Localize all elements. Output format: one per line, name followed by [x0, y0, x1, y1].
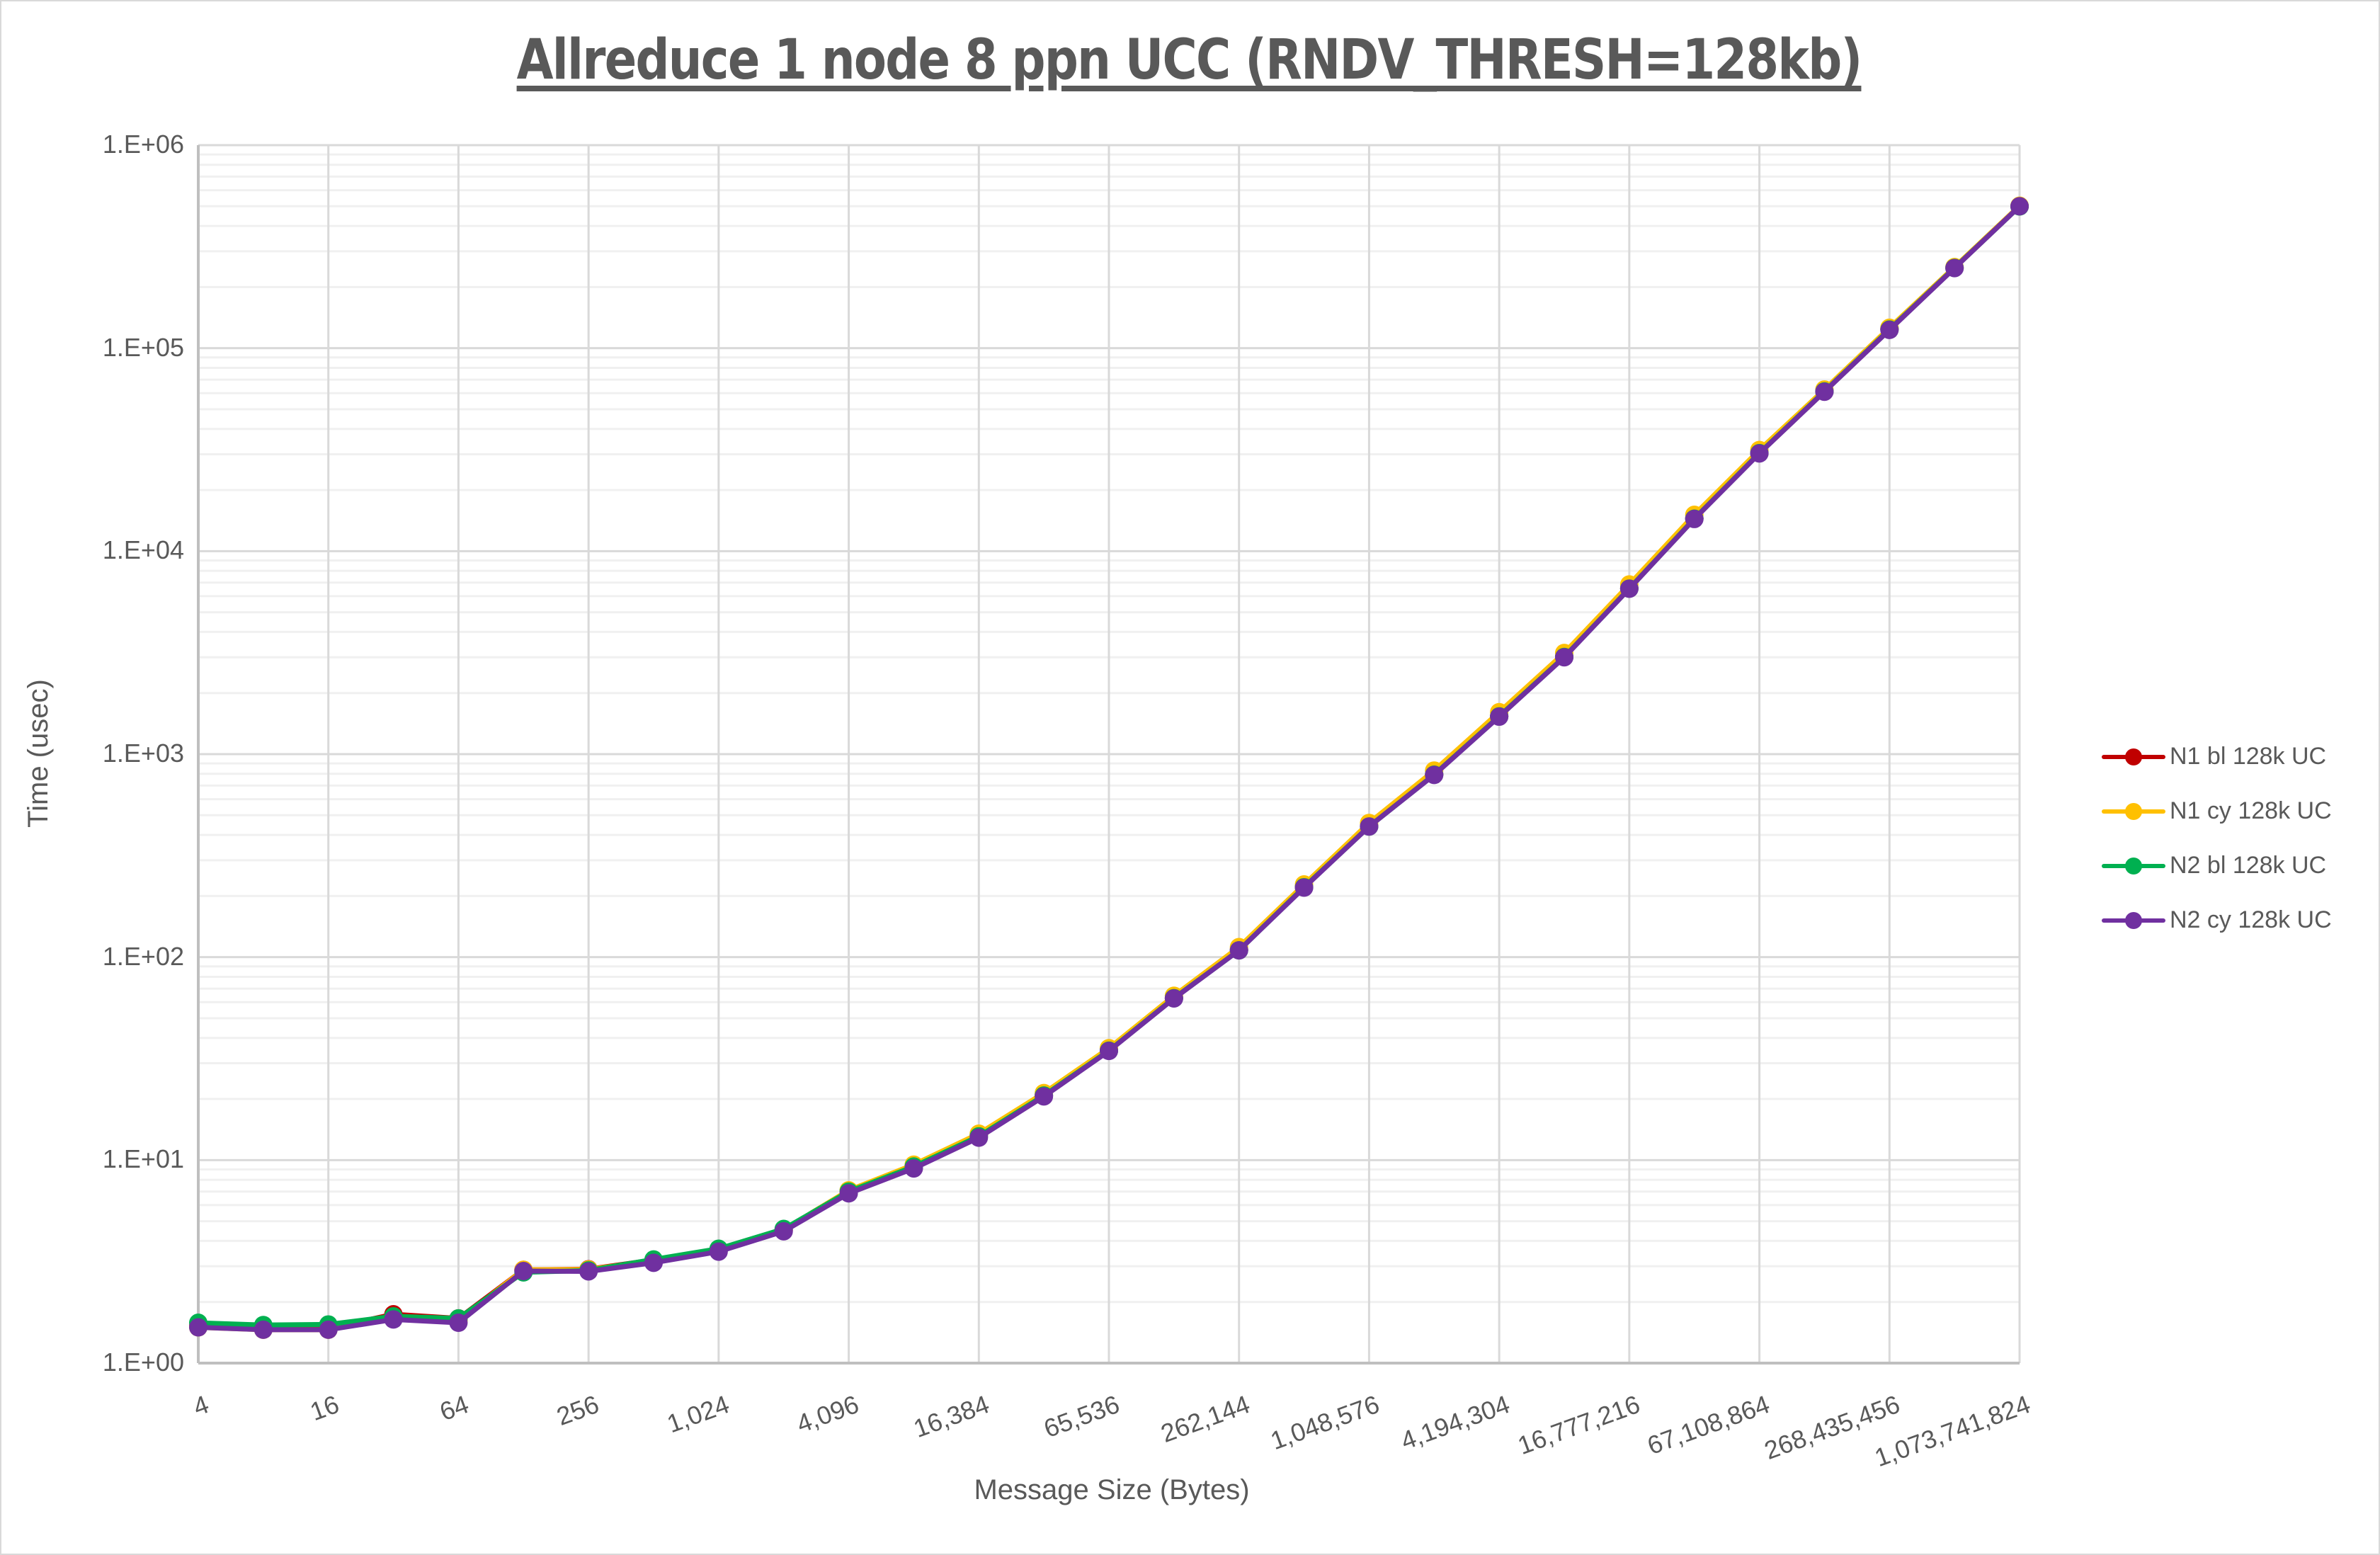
data-point-marker[interactable]: [449, 1314, 468, 1333]
data-point-marker[interactable]: [1360, 817, 1379, 836]
legend-label: N1 cy 128k UC: [2170, 797, 2332, 824]
data-point-marker[interactable]: [1815, 382, 1834, 401]
data-point-marker[interactable]: [839, 1184, 858, 1203]
data-point-marker[interactable]: [1164, 989, 1183, 1008]
legend-marker-icon: [2100, 746, 2167, 768]
data-point-marker[interactable]: [709, 1242, 728, 1261]
legend-label: N2 cy 128k UC: [2170, 906, 2332, 933]
legend-marker-icon: [2100, 855, 2167, 877]
data-point-marker[interactable]: [514, 1262, 533, 1281]
data-point-marker[interactable]: [1619, 579, 1639, 598]
y-tick-label: 1.E+06: [102, 130, 184, 159]
data-point-marker[interactable]: [1555, 648, 1573, 667]
data-point-marker[interactable]: [319, 1320, 338, 1339]
data-point-marker[interactable]: [644, 1253, 663, 1272]
legend-label: N1 bl 128k UC: [2170, 743, 2327, 770]
data-point-marker[interactable]: [1490, 707, 1509, 727]
legend-marker-icon: [2100, 910, 2167, 931]
chart-title: Allreduce 1 node 8 ppn UCC (RNDV_THRESH=…: [516, 28, 1863, 92]
data-point-marker[interactable]: [1880, 320, 1899, 339]
data-point-marker[interactable]: [1294, 878, 1314, 897]
data-point-marker[interactable]: [189, 1318, 207, 1337]
data-point-marker[interactable]: [1035, 1087, 1054, 1106]
data-point-marker[interactable]: [1685, 509, 1704, 528]
data-point-marker[interactable]: [2010, 197, 2029, 216]
legend-label: N2 bl 128k UC: [2170, 852, 2327, 879]
data-point-marker[interactable]: [774, 1221, 793, 1241]
data-point-marker[interactable]: [579, 1262, 598, 1281]
legend-item-n1-cy[interactable]: N1 cy 128k UC: [2100, 784, 2332, 838]
y-tick-label: 1.E+03: [102, 739, 184, 768]
data-point-marker[interactable]: [1750, 444, 1769, 463]
legend: N1 bl 128k UC N1 cy 128k UC N2 bl 128k U…: [2100, 729, 2332, 947]
data-point-marker[interactable]: [254, 1320, 273, 1339]
y-tick-label: 1.E+01: [102, 1144, 184, 1174]
data-point-marker[interactable]: [1229, 941, 1248, 960]
y-tick-label: 1.E+05: [102, 332, 184, 362]
legend-item-n2-bl[interactable]: N2 bl 128k UC: [2100, 838, 2332, 893]
data-point-marker[interactable]: [1945, 258, 1964, 278]
legend-item-n2-cy[interactable]: N2 cy 128k UC: [2100, 893, 2332, 947]
y-tick-label: 1.E+00: [102, 1348, 184, 1377]
legend-item-n1-bl[interactable]: N1 bl 128k UC: [2100, 729, 2332, 784]
data-point-marker[interactable]: [969, 1128, 989, 1147]
data-point-marker[interactable]: [904, 1159, 923, 1178]
y-tick-label: 1.E+04: [102, 535, 184, 565]
data-point-marker[interactable]: [1100, 1042, 1118, 1061]
x-axis-label: Message Size (Bytes): [974, 1474, 1250, 1505]
legend-marker-icon: [2100, 801, 2167, 822]
data-point-marker[interactable]: [1425, 765, 1444, 785]
y-tick-label: 1.E+02: [102, 941, 184, 971]
data-point-marker[interactable]: [384, 1310, 403, 1329]
